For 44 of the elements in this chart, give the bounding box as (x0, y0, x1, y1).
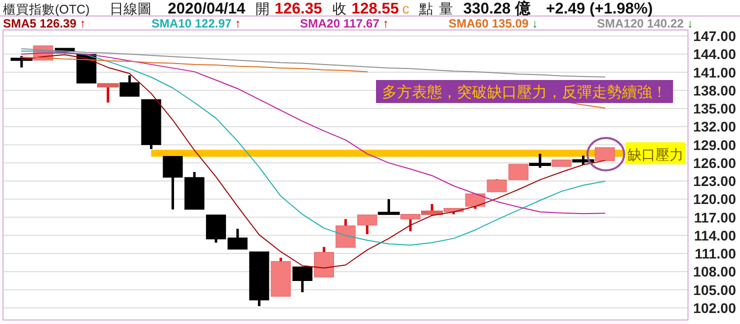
y-tick-label: 144.00 (693, 46, 736, 62)
y-tick-label: 126.00 (693, 154, 736, 171)
text: SMA5 126.39 ↑ (3, 16, 86, 30)
y-tick-label: 120.00 (693, 191, 736, 208)
text: SMA60 135.09 ↓ (448, 16, 538, 30)
y-tick-label: 132.00 (693, 118, 736, 135)
y-tick-label: 129.00 (693, 136, 736, 153)
candlestick (465, 192, 486, 210)
text: c (402, 0, 410, 16)
candlestick (594, 146, 615, 162)
candlestick (336, 218, 356, 249)
text: SMA20 117.67 ↑ (300, 16, 389, 30)
annotation: 多方表態，突破缺口壓力，反彈走勢續強！ (382, 83, 667, 101)
chart-subtitle: 日線圖 (110, 0, 152, 16)
y-tick-label: 138.00 (693, 82, 736, 98)
text: +2.49 (+1.98%) (546, 0, 653, 18)
line-series (21, 48, 606, 78)
y-tick-label: 108.00 (693, 264, 736, 280)
text: 點 (418, 0, 434, 16)
y-tick-label: 114.00 (694, 227, 736, 244)
candlestick (357, 214, 378, 236)
y-tick-label: 147.00 (693, 28, 736, 44)
text: 開 (256, 0, 270, 16)
y-tick-label: 102.00 (693, 300, 736, 316)
y-tick-label: 135.00 (693, 100, 736, 117)
ref-line-label: 缺口壓力 (628, 147, 684, 164)
y-tick-label: 111.00 (694, 246, 736, 262)
y-tick-label: 105.00 (693, 282, 736, 298)
text: SMA10 122.97 ↑ (152, 16, 241, 30)
text: 128.55 (351, 0, 400, 18)
chart-title: 櫃買指數(OTC) (3, 2, 90, 16)
text: 量 (439, 0, 454, 16)
y-tick-label: 117.00 (694, 209, 736, 226)
text: 330.28 億 (463, 0, 532, 18)
text: 126.35 (274, 0, 322, 18)
y-tick-label: 123.00 (693, 173, 736, 190)
candlestick (97, 83, 119, 104)
text: 2020/04/14 (168, 0, 246, 18)
candlestick (120, 74, 140, 98)
y-tick-label: 141.00 (693, 64, 736, 80)
text: 收 (332, 0, 346, 16)
text: SMA120 140.22 ↓ (597, 16, 694, 30)
candlestick (292, 266, 312, 294)
candlestick (529, 152, 551, 169)
